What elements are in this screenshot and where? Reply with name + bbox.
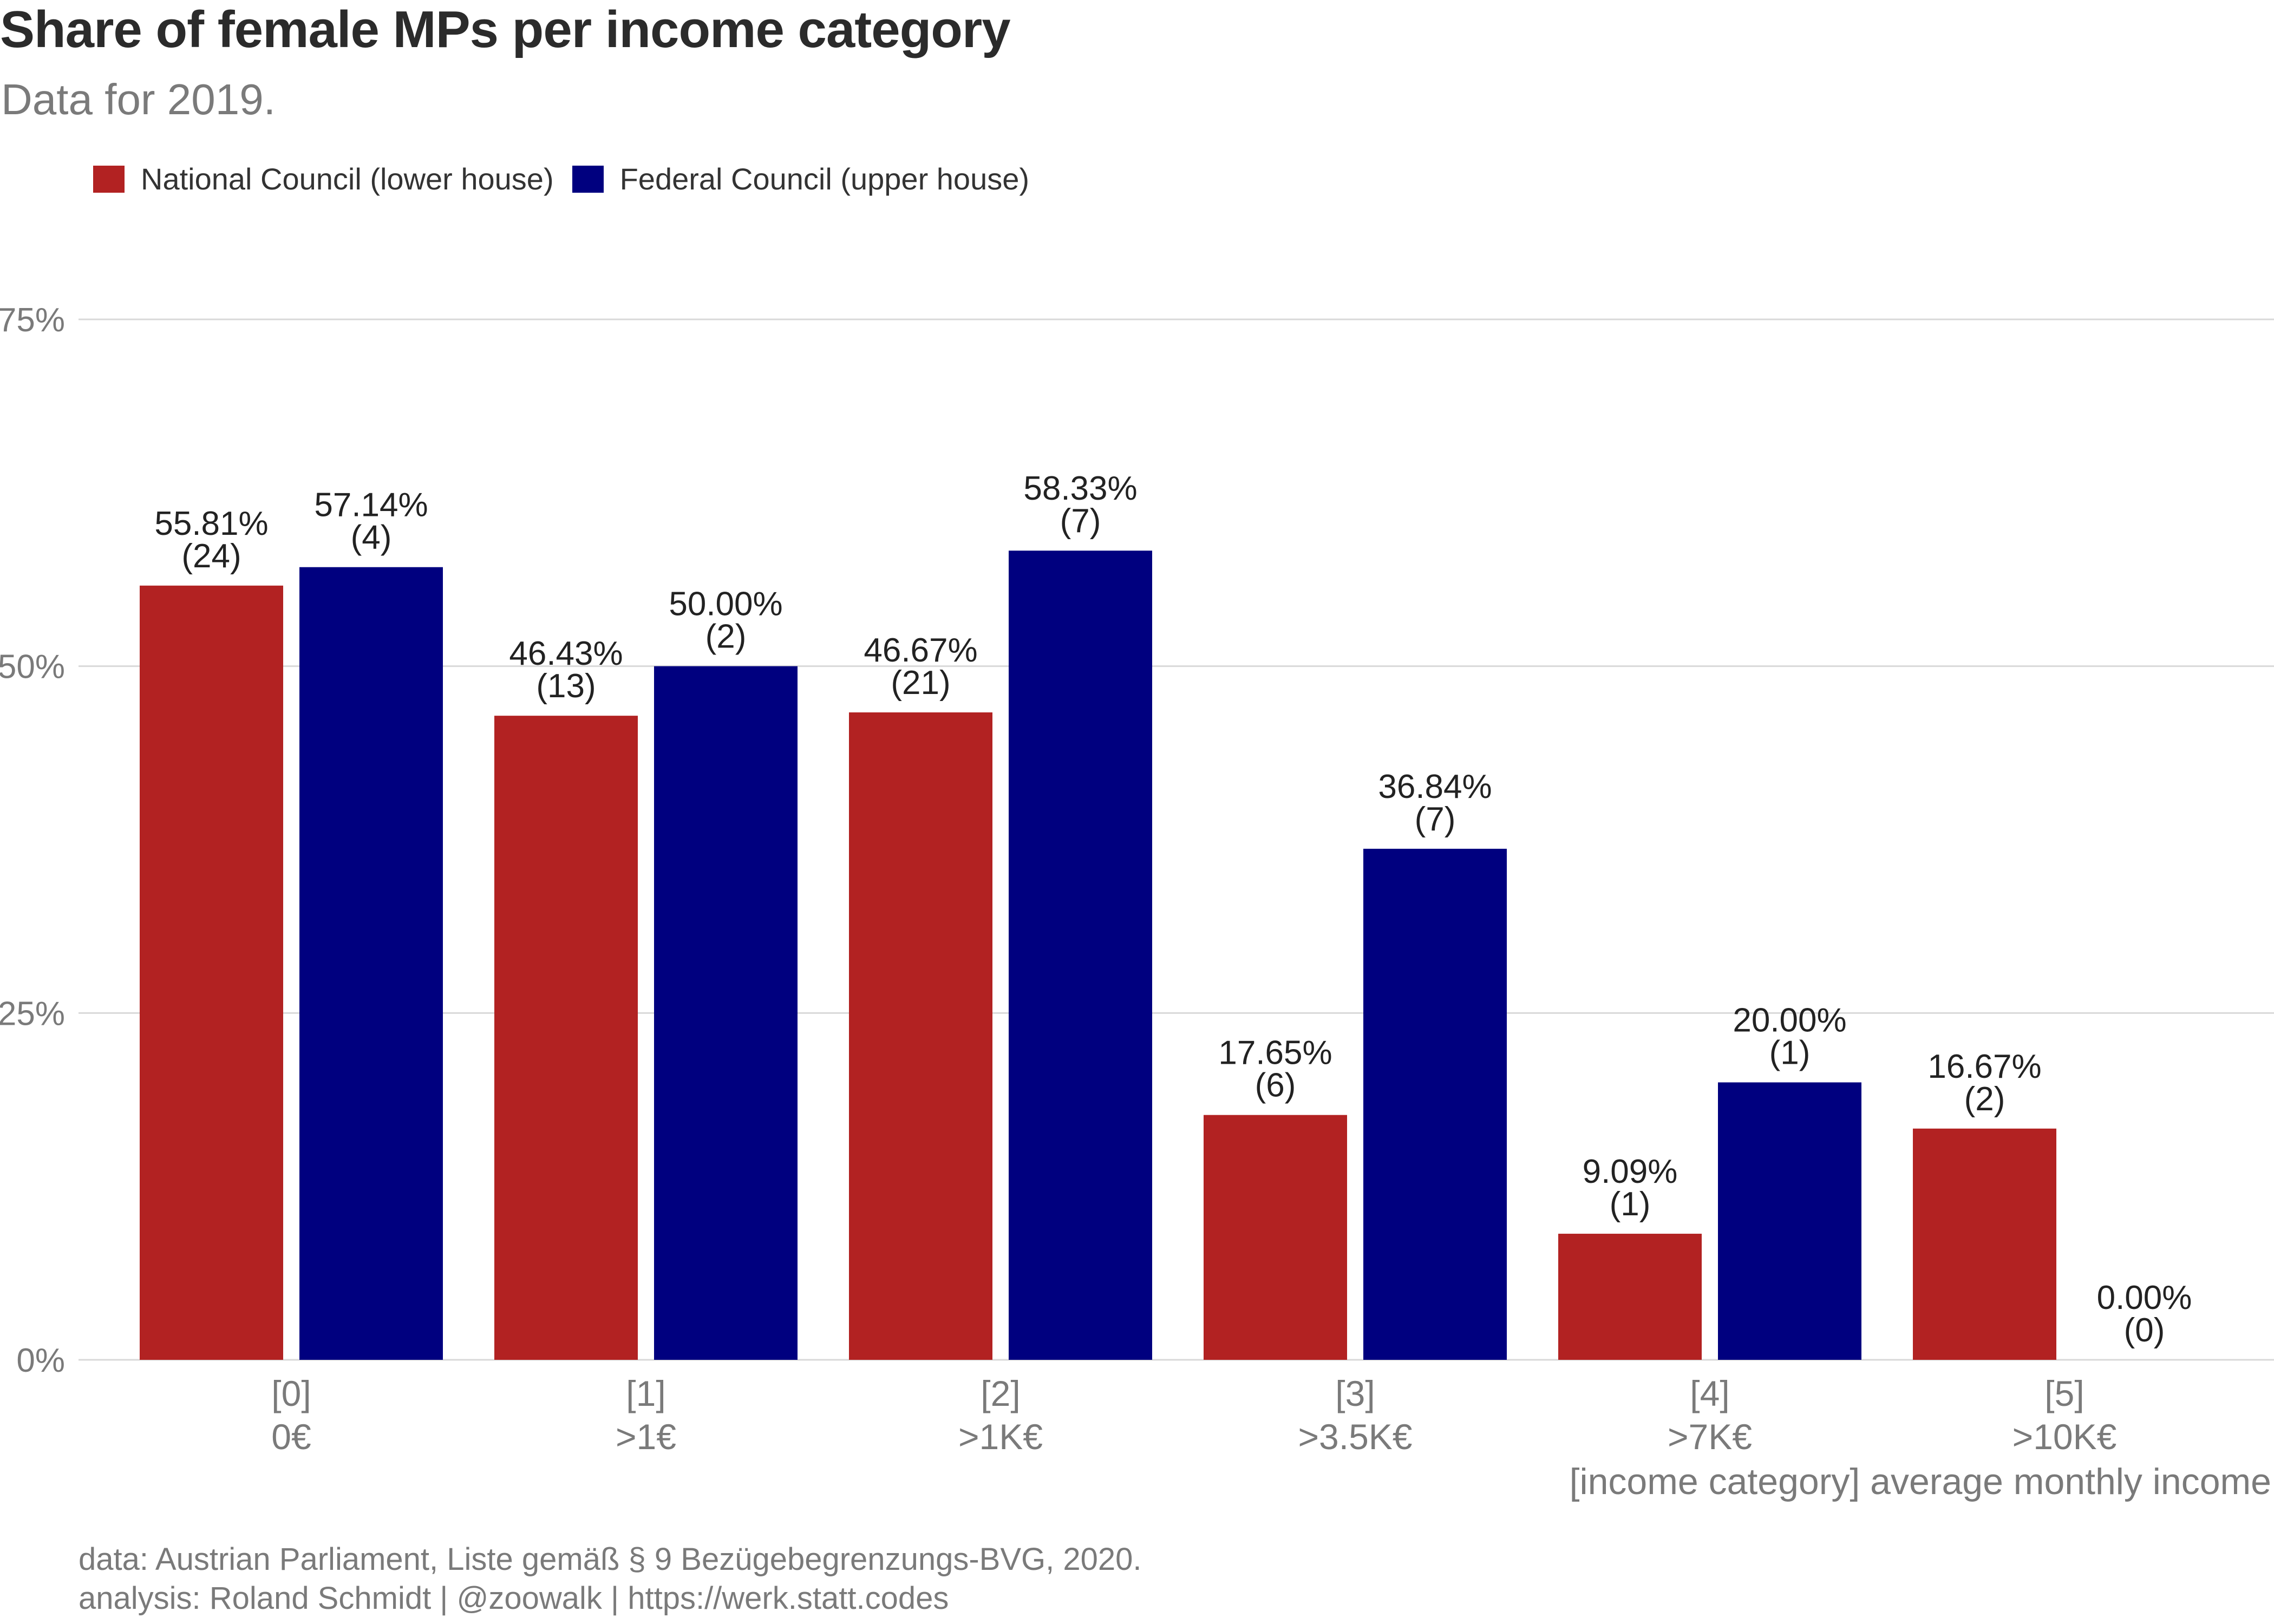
bar-national <box>1913 1128 2056 1360</box>
data-label-count: (1) <box>1769 1034 1811 1071</box>
data-label-count: (21) <box>891 664 950 702</box>
x-tick-code: [5] <box>2044 1373 2084 1413</box>
data-label-percent: 0.00% <box>2097 1279 2192 1317</box>
legend-label-federal: Federal Council (upper house) <box>619 162 1030 196</box>
data-label-count: (2) <box>1964 1081 2005 1118</box>
legend-item-federal: Federal Council (upper house) <box>572 161 1029 197</box>
data-label-percent: 50.00% <box>669 586 782 623</box>
y-tick-label: 75% <box>0 302 65 339</box>
x-tick-label: >1K€ <box>958 1417 1043 1457</box>
bar-national <box>849 712 992 1360</box>
bar-chart: 0% 25% 50% 75% 55.81%(24) 57.14%(4) 46.43%(13… <box>0 302 2274 1502</box>
y-tick-label: 25% <box>0 995 65 1032</box>
data-label-count: (4) <box>351 519 392 556</box>
data-label-percent: 46.67% <box>864 632 977 669</box>
legend-swatch-national <box>93 165 125 193</box>
bar-federal <box>1363 848 1507 1360</box>
chart-title: Share of female MPs per income category <box>0 1 1011 58</box>
bar-national <box>1558 1234 1702 1360</box>
x-tick-label: >10K€ <box>2012 1417 2117 1457</box>
x-tick-code: [3] <box>1335 1373 1375 1413</box>
x-axis-ticks: [0]0€ [1] >1€ [2] >1K€ [3]>3.5K€ [4] >7K€ [5]>10… <box>271 1373 2116 1457</box>
x-tick-label: >7K€ <box>1668 1417 1752 1457</box>
data-label-count: (7) <box>1060 502 1101 540</box>
data-label-percent: 58.33% <box>1023 470 1137 507</box>
y-tick-label: 0% <box>16 1342 65 1379</box>
y-axis-ticks: 0% 25% 50% 75% <box>0 302 65 1379</box>
y-tick-label: 50% <box>0 649 65 686</box>
x-tick-code: [4] <box>1690 1373 1729 1413</box>
x-tick-label: >1€ <box>616 1417 676 1457</box>
bar-federal <box>299 567 443 1360</box>
bar-national <box>140 585 283 1360</box>
x-tick-code: [2] <box>981 1373 1020 1413</box>
caption-analysis: analysis: Roland Schmidt | @zoowalk | ht… <box>79 1581 949 1616</box>
bars-layer <box>140 551 2056 1360</box>
bar-federal <box>1009 551 1152 1360</box>
bar-federal <box>1718 1082 1861 1360</box>
data-label-percent: 36.84% <box>1378 768 1492 806</box>
grid-layer <box>79 318 2274 1361</box>
chart-subtitle: Data for 2019. <box>1 75 276 123</box>
x-tick-code: [1] <box>626 1373 665 1413</box>
data-label-percent: 57.14% <box>314 487 428 524</box>
legend: National Council (lower house) Federal C… <box>93 161 1048 197</box>
data-label-percent: 46.43% <box>509 635 623 672</box>
data-label-count: (24) <box>181 538 241 575</box>
bar-national <box>494 716 638 1360</box>
x-tick-code: [0] <box>271 1373 311 1413</box>
data-label-percent: 55.81% <box>154 505 268 542</box>
caption: data: Austrian Parliament, Liste gemäß §… <box>79 1540 1142 1618</box>
data-label-percent: 17.65% <box>1218 1034 1332 1072</box>
bar-federal <box>654 666 798 1360</box>
x-tick-label: >3.5K€ <box>1298 1417 1412 1457</box>
data-label-count: (0) <box>2124 1312 2165 1349</box>
data-label-percent: 20.00% <box>1733 1001 1846 1039</box>
data-label-count: (1) <box>1610 1186 1651 1223</box>
x-tick-label: 0€ <box>271 1417 311 1457</box>
legend-swatch-federal <box>572 165 604 193</box>
data-label-count: (7) <box>1415 801 1456 838</box>
data-labels-layer: 55.81%(24)57.14%(4)46.43%(13)50.00%(2) 46… <box>154 470 2192 1349</box>
caption-source: data: Austrian Parliament, Liste gemäß §… <box>79 1542 1142 1577</box>
data-label-percent: 9.09% <box>1583 1153 1678 1190</box>
bar-national <box>1204 1115 1347 1360</box>
legend-item-national: National Council (lower house) <box>93 161 554 197</box>
data-label-count: (2) <box>705 618 747 656</box>
legend-label-national: National Council (lower house) <box>141 162 554 196</box>
data-label-count: (13) <box>536 667 596 705</box>
data-label-percent: 16.67% <box>1927 1048 2041 1085</box>
x-axis-title: [income category] average monthly income <box>1570 1461 2271 1502</box>
data-label-count: (6) <box>1255 1067 1296 1104</box>
